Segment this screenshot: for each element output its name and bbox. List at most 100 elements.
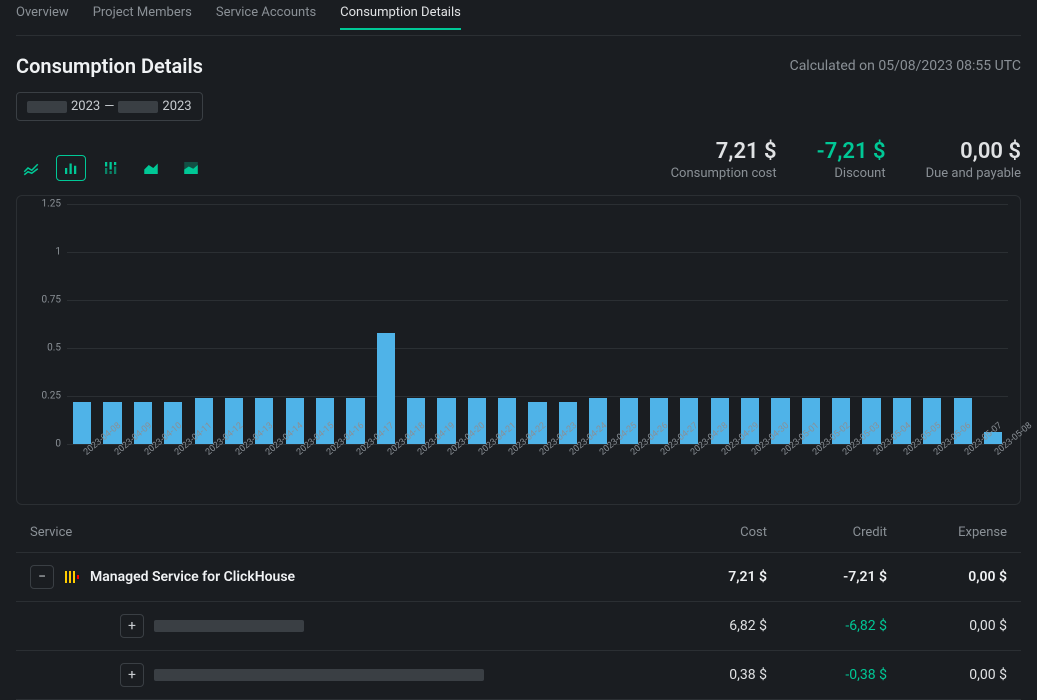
chart-bar-slot xyxy=(249,204,279,444)
chart-bar-slot xyxy=(188,204,218,444)
chart-ytick: 0.25 xyxy=(27,391,61,402)
summary-consumption: 7,21 $ Consumption cost xyxy=(671,139,777,181)
chart-ytick: 1.25 xyxy=(27,199,61,210)
chart-xtick-slot: 2023-04-15 xyxy=(280,444,310,496)
cell-cost: 0,38 $ xyxy=(647,667,767,683)
discount-value: -7,21 $ xyxy=(817,139,886,164)
chart-xtick-slot: 2023-04-26 xyxy=(613,444,643,496)
chart-xtick-slot: 2023-04-29 xyxy=(705,444,735,496)
chart-area-icon[interactable] xyxy=(136,155,166,181)
chart-xtick-slot: 2023-04-22 xyxy=(492,444,522,496)
chart-xtick-slot: 2023-05-01 xyxy=(765,444,795,496)
date-end-redacted xyxy=(118,101,158,113)
tab-project-members[interactable]: Project Members xyxy=(93,5,192,30)
chart-bars xyxy=(67,204,1008,444)
clickhouse-icon xyxy=(64,569,80,585)
chart-area-stacked-icon[interactable] xyxy=(16,155,46,181)
chart-xtick-slot: 2023-05-07 xyxy=(947,444,977,496)
table-row: −Managed Service for ClickHouse7,21 $-7,… xyxy=(16,553,1021,602)
chart-xtick-slot: 2023-04-12 xyxy=(188,444,218,496)
chart-stacked-bar-icon[interactable] xyxy=(96,155,126,181)
chart-bar-slot xyxy=(613,204,643,444)
expand-button[interactable]: + xyxy=(120,663,144,687)
service-cell: + xyxy=(30,614,647,638)
chart-bar-slot xyxy=(917,204,947,444)
collapse-button[interactable]: − xyxy=(30,565,54,589)
chart-xtick-slot: 2023-04-09 xyxy=(97,444,127,496)
chart-xtick-slot: 2023-05-03 xyxy=(826,444,856,496)
chart-xtick-slot: 2023-04-21 xyxy=(462,444,492,496)
chart-area-pct-icon[interactable] xyxy=(176,155,206,181)
table-row: +6,82 $-6,82 $0,00 $ xyxy=(16,602,1021,651)
calculated-on-text: Calculated on 05/08/2023 08:55 UTC xyxy=(790,58,1021,74)
chart-x-axis: 2023-04-082023-04-092023-04-102023-04-11… xyxy=(67,444,1008,496)
col-cost: Cost xyxy=(647,525,767,540)
chart-type-toggles xyxy=(16,155,206,181)
consumption-label: Consumption cost xyxy=(671,166,777,181)
chart-bar-slot xyxy=(553,204,583,444)
chart-xtick-slot: 2023-04-14 xyxy=(249,444,279,496)
col-credit: Credit xyxy=(767,525,887,540)
cell-expense: 0,00 $ xyxy=(887,569,1007,585)
chart-bar-slot xyxy=(705,204,735,444)
tab-service-accounts[interactable]: Service Accounts xyxy=(216,5,316,30)
chart-bar-slot xyxy=(492,204,522,444)
chart-bar[interactable] xyxy=(73,402,91,444)
chart-xtick-slot: 2023-05-02 xyxy=(796,444,826,496)
chart-bar-icon[interactable] xyxy=(56,155,86,181)
col-expense: Expense xyxy=(887,525,1007,540)
date-start-year: 2023 xyxy=(71,99,100,114)
col-service: Service xyxy=(30,525,647,540)
chart-bar-slot xyxy=(978,204,1008,444)
service-name-redacted xyxy=(154,669,484,681)
cell-credit: -7,21 $ xyxy=(767,569,887,585)
chart-xtick-slot: 2023-04-18 xyxy=(371,444,401,496)
chart-xtick-slot: 2023-04-24 xyxy=(553,444,583,496)
services-table: Service Cost Credit Expense −Managed Ser… xyxy=(16,513,1021,700)
chart-xtick-slot: 2023-04-28 xyxy=(674,444,704,496)
tab-overview[interactable]: Overview xyxy=(16,5,69,30)
date-separator: — xyxy=(104,99,114,114)
summary-values: 7,21 $ Consumption cost -7,21 $ Discount… xyxy=(671,139,1021,181)
cell-cost: 6,82 $ xyxy=(647,618,767,634)
date-start-redacted xyxy=(27,101,67,113)
summary-due: 0,00 $ Due and payable xyxy=(926,139,1021,181)
chart-bar-slot xyxy=(522,204,552,444)
main-tabs: Overview Project Members Service Accounts C… xyxy=(16,0,1021,36)
chart-bar-slot xyxy=(97,204,127,444)
date-range-picker[interactable]: 2023 — 2023 xyxy=(16,92,203,121)
chart-bar-slot xyxy=(219,204,249,444)
tab-consumption-details[interactable]: Consumption Details xyxy=(340,5,461,30)
chart-xtick-slot: 2023-04-19 xyxy=(401,444,431,496)
chart-xtick-slot: 2023-04-20 xyxy=(431,444,461,496)
cell-cost: 7,21 $ xyxy=(647,569,767,585)
chart-xtick-slot: 2023-04-16 xyxy=(310,444,340,496)
table-header-row: Service Cost Credit Expense xyxy=(16,513,1021,553)
chart-xtick-slot: 2023-05-05 xyxy=(887,444,917,496)
chart-plot-area: 00.250.50.7511.25 xyxy=(67,204,1008,444)
toolbar-summary-row: 7,21 $ Consumption cost -7,21 $ Discount… xyxy=(16,139,1021,181)
chart-bar-slot xyxy=(796,204,826,444)
page-header: Consumption Details Calculated on 05/08/… xyxy=(16,54,1021,78)
chart-xtick-slot: 2023-05-06 xyxy=(917,444,947,496)
date-end-year: 2023 xyxy=(162,99,191,114)
expand-button[interactable]: + xyxy=(120,614,144,638)
cell-expense: 0,00 $ xyxy=(887,667,1007,683)
chart-ytick: 1 xyxy=(27,247,61,258)
chart-bar-slot xyxy=(644,204,674,444)
consumption-chart: 00.250.50.7511.25 2023-04-082023-04-0920… xyxy=(16,195,1021,505)
chart-bar-slot xyxy=(826,204,856,444)
chart-xtick-slot: 2023-05-04 xyxy=(856,444,886,496)
chart-bar-slot xyxy=(280,204,310,444)
chart-xtick-slot: 2023-04-10 xyxy=(128,444,158,496)
due-label: Due and payable xyxy=(926,166,1021,181)
chart-xtick-slot: 2023-05-08 xyxy=(978,444,1008,496)
cell-expense: 0,00 $ xyxy=(887,618,1007,634)
chart-bar-slot xyxy=(340,204,370,444)
page-title: Consumption Details xyxy=(16,54,203,78)
chart-xtick-slot: 2023-04-08 xyxy=(67,444,97,496)
chart-bar-slot xyxy=(887,204,917,444)
chart-xtick-slot: 2023-04-13 xyxy=(219,444,249,496)
chart-bar-slot xyxy=(735,204,765,444)
service-name-redacted xyxy=(154,620,304,632)
